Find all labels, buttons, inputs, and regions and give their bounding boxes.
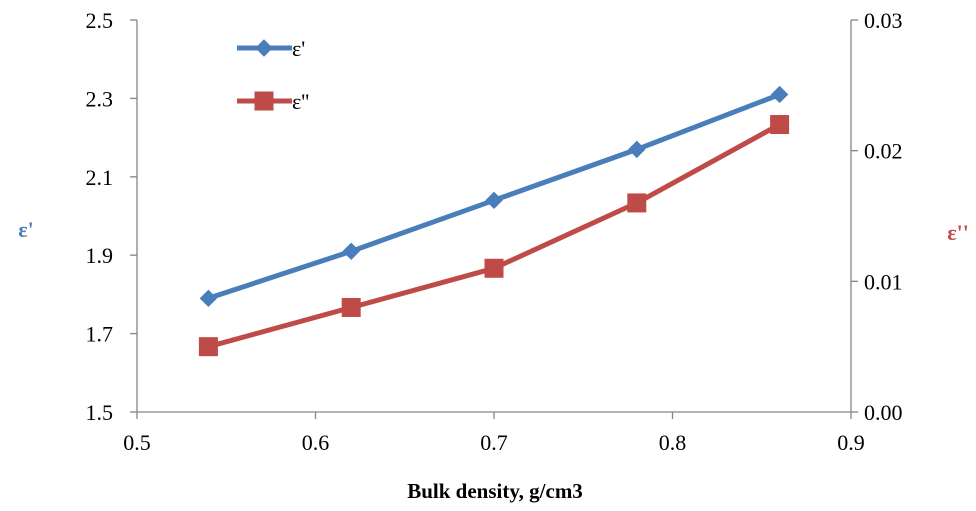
legend-label: ε'' [292, 89, 309, 114]
y-right-tick-label: 0.01 [864, 269, 903, 294]
data-point [628, 140, 646, 159]
x-tick-label: 0.5 [123, 430, 151, 455]
x-tick-label: 0.6 [302, 430, 330, 455]
legend-item: ε'' [237, 89, 309, 114]
data-point [485, 191, 503, 210]
data-point [199, 289, 218, 308]
x-tick-label: 0.9 [837, 430, 865, 455]
x-tick-label: 0.8 [659, 430, 687, 455]
y-axis-title-right: ε'' [947, 220, 969, 245]
y-right-tick-label: 0.03 [864, 8, 903, 33]
y-right-tick-label: 0.02 [864, 139, 903, 164]
y-left-tick-label: 1.7 [86, 322, 114, 347]
data-point [341, 297, 361, 317]
y-left-tick-label: 1.5 [86, 400, 114, 425]
data-point [484, 258, 504, 278]
legend-swatch-marker [255, 39, 273, 57]
legend-item: ε' [237, 36, 305, 61]
y-left-tick-label: 2.5 [86, 8, 114, 33]
series-1 [199, 85, 789, 308]
y-left-tick-label: 1.9 [86, 243, 114, 268]
x-axis-title: Bulk density, g/cm3 [407, 479, 583, 503]
data-point [770, 115, 790, 135]
axes: 0.5 0.6 0.7 0.8 0.9 1.5 1.7 1.9 2.1 2.3 2.5 0.00 0.0… [86, 8, 903, 455]
series-2 [198, 115, 790, 357]
y-left-tick-label: 2.1 [86, 165, 114, 190]
data-point [627, 193, 647, 213]
y-left-tick-label: 2.3 [86, 86, 114, 111]
legend-swatch-marker [254, 91, 274, 111]
series-line [205, 122, 783, 350]
y-right-tick-label: 0.00 [864, 400, 903, 425]
data-point [342, 242, 360, 260]
y-axis-title-left: ε' [18, 217, 34, 242]
data-point [198, 337, 218, 357]
series-layer [198, 85, 790, 357]
legend: ε' ε'' [237, 36, 309, 114]
legend-label: ε' [292, 36, 305, 61]
x-tick-label: 0.7 [480, 430, 508, 455]
data-point [770, 85, 789, 104]
